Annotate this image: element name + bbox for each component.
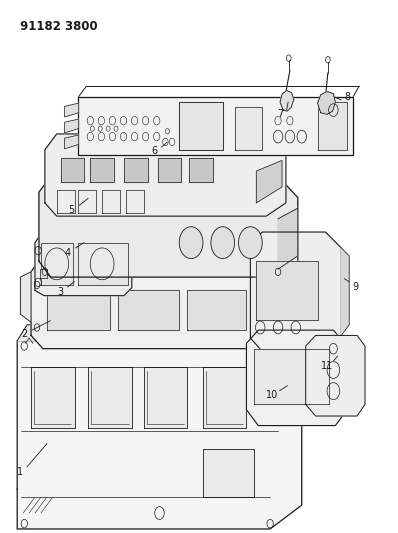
Text: 11: 11 (320, 361, 333, 371)
Polygon shape (280, 91, 294, 111)
Circle shape (211, 227, 234, 259)
Polygon shape (31, 256, 294, 349)
Polygon shape (189, 158, 213, 182)
Polygon shape (39, 176, 298, 277)
Text: 10: 10 (265, 390, 278, 400)
Polygon shape (250, 232, 341, 351)
Polygon shape (118, 290, 179, 330)
Polygon shape (124, 158, 148, 182)
Text: 2: 2 (21, 329, 27, 340)
Polygon shape (144, 367, 187, 428)
Polygon shape (45, 134, 286, 216)
Text: 3: 3 (57, 287, 63, 297)
Polygon shape (47, 290, 110, 330)
Polygon shape (158, 158, 181, 182)
Polygon shape (254, 349, 330, 405)
Polygon shape (64, 103, 78, 117)
Polygon shape (246, 330, 347, 425)
Text: 4: 4 (65, 248, 71, 258)
Polygon shape (256, 261, 318, 319)
Polygon shape (306, 335, 365, 416)
Polygon shape (318, 102, 347, 150)
Polygon shape (78, 190, 96, 214)
Text: 5: 5 (68, 205, 75, 215)
Polygon shape (318, 92, 336, 114)
Polygon shape (187, 290, 246, 330)
Polygon shape (17, 325, 310, 354)
Polygon shape (90, 158, 114, 182)
Polygon shape (203, 449, 254, 497)
Polygon shape (102, 190, 120, 214)
Polygon shape (78, 97, 353, 155)
Text: 91182 3800: 91182 3800 (20, 20, 98, 34)
Polygon shape (40, 269, 47, 278)
Text: 8: 8 (345, 92, 351, 102)
Circle shape (179, 227, 203, 259)
Polygon shape (17, 341, 302, 529)
Polygon shape (78, 243, 128, 285)
Polygon shape (31, 367, 74, 428)
Text: 1: 1 (17, 467, 23, 477)
Text: 9: 9 (352, 281, 358, 292)
Polygon shape (57, 190, 74, 214)
Polygon shape (278, 208, 298, 269)
Polygon shape (41, 243, 72, 285)
Polygon shape (126, 190, 144, 214)
Polygon shape (203, 367, 246, 428)
Polygon shape (64, 119, 78, 133)
Text: 7: 7 (277, 109, 283, 119)
Polygon shape (88, 367, 132, 428)
Polygon shape (179, 102, 223, 150)
Polygon shape (270, 282, 294, 335)
Polygon shape (341, 248, 349, 335)
Circle shape (238, 227, 262, 259)
Polygon shape (35, 229, 132, 296)
Polygon shape (234, 108, 262, 150)
Text: 6: 6 (151, 146, 157, 156)
Polygon shape (256, 160, 282, 203)
Polygon shape (20, 272, 31, 322)
Polygon shape (64, 135, 78, 149)
Polygon shape (60, 158, 84, 182)
